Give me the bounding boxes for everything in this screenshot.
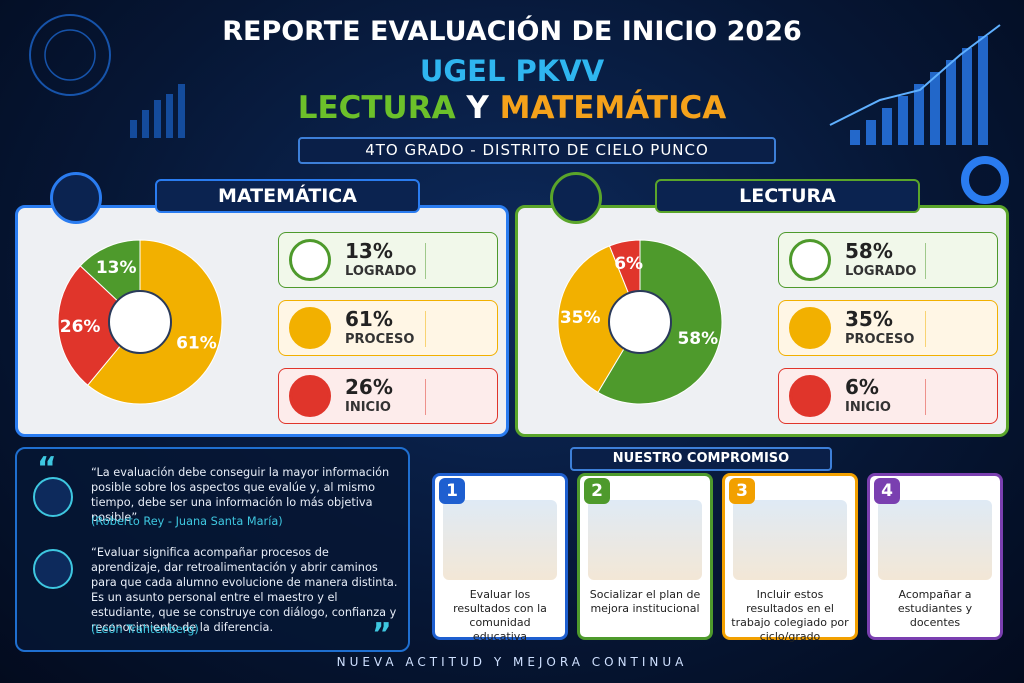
status-category: PROCESO	[345, 332, 415, 347]
divider	[425, 311, 426, 347]
commitment-title: NUESTRO COMPROMISO	[570, 447, 832, 471]
pie-chart: 58% 35% 6%	[557, 239, 723, 405]
status-card: 58% LOGRADO	[778, 232, 998, 288]
org: UGEL PKVV	[419, 54, 605, 88]
status-value: 13%	[345, 239, 393, 263]
status-category: INICIO	[345, 400, 391, 415]
status-category: PROCESO	[845, 332, 915, 347]
status-value: 6%	[845, 375, 879, 399]
commitment-card: 2 Socializar el plan de mejora institucio…	[577, 473, 713, 640]
joiner: Y	[466, 90, 489, 126]
slice-label: 35%	[560, 308, 601, 328]
divider	[925, 243, 926, 279]
slice-label: 58%	[677, 329, 718, 349]
panel-icon	[550, 172, 602, 224]
status-icon	[289, 239, 331, 281]
pie-chart: 13% 61% 26%	[57, 239, 223, 405]
panel-title: MATEMÁTICA	[155, 179, 420, 213]
panel-title: LECTURA	[655, 179, 920, 213]
divider	[425, 243, 426, 279]
footer: NUEVA ACTITUD Y MEJORA CONTINUA	[336, 655, 688, 669]
item-text: Evaluar los resultados con la comunidad …	[453, 588, 547, 643]
divider	[925, 311, 926, 347]
status-category: LOGRADO	[345, 264, 417, 279]
item-number: 1	[439, 478, 465, 504]
divider	[925, 379, 926, 415]
slice-label: 13%	[96, 258, 137, 278]
slice-label: 6%	[614, 254, 643, 274]
status-icon	[789, 375, 831, 417]
illustration	[588, 500, 702, 580]
quote-text: “Evaluar significa acompañar procesos de…	[91, 546, 398, 634]
status-icon	[789, 307, 831, 349]
status-card: 6% INICIO	[778, 368, 998, 424]
panel-icon	[50, 172, 102, 224]
item-text: Acompañar a estudiantes y docentes	[897, 588, 973, 629]
status-value: 58%	[845, 239, 893, 263]
slice-label: 61%	[176, 333, 217, 353]
illustration	[878, 500, 992, 580]
quote-mark: ”	[372, 617, 392, 652]
status-value: 26%	[345, 375, 393, 399]
quote-author: (Roberto Rey - Juana Santa María)	[91, 515, 283, 528]
item-number: 2	[584, 478, 610, 504]
illustration	[733, 500, 847, 580]
status-card: 13% LOGRADO	[278, 232, 498, 288]
status-icon	[289, 375, 331, 417]
quote-author: (León Trahtenberg)	[91, 623, 199, 636]
quote-icon	[33, 549, 73, 589]
pie-slice	[57, 265, 141, 386]
subject-b: MATEMÁTICA	[499, 90, 727, 126]
subjects: LECTURA Y MATEMÁTICA	[0, 90, 1024, 126]
quote-text: “La evaluación debe conseguir la mayor i…	[91, 466, 390, 524]
commitment-card: 1 Evaluar los resultados con la comunidad…	[432, 473, 568, 643]
status-icon	[789, 239, 831, 281]
pie-center	[608, 290, 672, 354]
item-text: Socializar el plan de mejora institucion…	[589, 588, 701, 615]
commitment-card: 3 Incluir estos resultados en el trabajo …	[722, 473, 858, 643]
quotes-box: “ “La evaluación debe conseguir la mayor…	[15, 447, 410, 652]
title: REPORTE EVALUACIÓN DE INICIO 2026	[222, 16, 802, 47]
status-value: 35%	[845, 307, 893, 331]
divider	[425, 379, 426, 415]
status-category: INICIO	[845, 400, 891, 415]
status-icon	[289, 307, 331, 349]
status-category: LOGRADO	[845, 264, 917, 279]
illustration	[443, 500, 557, 580]
subject-a: LECTURA	[297, 90, 456, 126]
item-number: 4	[874, 478, 900, 504]
status-card: 26% INICIO	[278, 368, 498, 424]
quote-icon	[33, 477, 73, 517]
commitment-card: 4 Acompañar a estudiantes y docentes	[867, 473, 1003, 640]
item-number: 3	[729, 478, 755, 504]
status-card: 35% PROCESO	[778, 300, 998, 356]
status-value: 61%	[345, 307, 393, 331]
pie-slice	[557, 245, 641, 394]
item-text: Incluir estos resultados en el trabajo c…	[731, 588, 849, 643]
status-card: 61% PROCESO	[278, 300, 498, 356]
pie-center	[108, 290, 172, 354]
subtitle: 4TO GRADO - DISTRITO DE CIELO PUNCO	[298, 137, 776, 164]
slice-label: 26%	[60, 317, 101, 337]
